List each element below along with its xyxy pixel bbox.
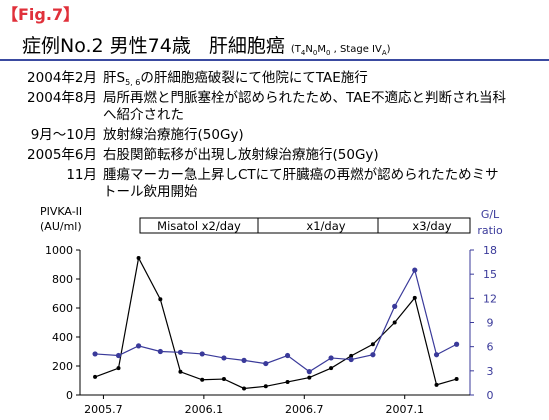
annotation: Misatol x2/day [157, 219, 241, 233]
data-point [392, 320, 397, 325]
y2-axis-label: ratio [477, 224, 503, 237]
data-point [158, 297, 163, 302]
data-point [328, 355, 334, 361]
data-point [157, 348, 163, 355]
data-point [241, 357, 247, 363]
title-part: , Stage IV [330, 44, 382, 55]
annotation: x1/day [306, 219, 345, 233]
y2-tick-label: 9 [487, 317, 494, 330]
data-point [92, 351, 98, 357]
title-sub: 0 [326, 49, 330, 57]
data-point [392, 303, 398, 309]
data-point [136, 255, 141, 260]
y2-tick-label: 6 [487, 341, 494, 354]
fig-label: 【Fig.7】 [2, 5, 79, 24]
data-point [178, 369, 183, 374]
history-date: 11月 [66, 167, 97, 183]
history: 2004年2月 肝S5, 6の肝細胞癌破裂にて他院にてTAE施行 2004年8月 局所… [27, 70, 506, 200]
series-line [94, 256, 457, 390]
data-point [135, 343, 142, 349]
annotation: x3/day [412, 219, 451, 233]
history-text: 局所再燃と門脈塞栓が認められたため、TAE不適応と判断され当科 [103, 89, 506, 106]
treatment-box [139, 217, 471, 234]
y-tick-label: 400 [52, 331, 73, 344]
y2-tick-label: 18 [483, 244, 497, 257]
history-text: 右股関節転移が出現し放射線治療施行(50Gy) [103, 146, 379, 163]
series-line [95, 268, 457, 373]
x-tick-label: 2006.7 [285, 403, 324, 416]
history-part: 肝S [103, 70, 125, 86]
history-sub: 5, 6 [125, 78, 140, 87]
title-part: 肝細胞癌 [209, 35, 285, 57]
history-date: 2004年2月 [27, 70, 97, 86]
data-point [434, 382, 439, 387]
data-point [306, 369, 312, 375]
chart: PIVKA-II (AU/ml) G/L ratio 0 200 400 600 800 1000… [40, 205, 503, 416]
history-text: へ紹介された [103, 107, 184, 123]
history-part: の肝細胞癌破裂にて他院にてTAE施行 [140, 70, 367, 86]
y-axis-label: PIVKA-II [40, 205, 82, 218]
y-tick-label: 200 [52, 360, 73, 373]
data-point [200, 377, 205, 382]
data-point [177, 349, 184, 355]
y2-tick-label: 3 [487, 365, 494, 378]
data-point [370, 352, 376, 358]
data-point [263, 384, 268, 389]
history-date: 2004年8月 [27, 90, 97, 106]
y-tick-label: 0 [66, 389, 73, 402]
data-point [348, 356, 354, 363]
slide-title: 症例No.2 男性74歳 肝細胞癌 (T4N0M0 , Stage IVA) [22, 35, 391, 57]
title-sub: 4 [301, 49, 306, 57]
title-sub: 0 [313, 49, 317, 57]
history-text: 腫瘍マーカー急上昇しCTにて肝臓癌の再燃が認められたためミサ [103, 166, 499, 183]
data-point [454, 377, 459, 382]
title-part: (T [291, 44, 302, 55]
data-point [412, 267, 418, 273]
data-point [199, 351, 205, 357]
y-tick-label: 800 [52, 273, 73, 286]
data-point [221, 377, 226, 382]
data-point [412, 295, 417, 300]
data-point [454, 341, 460, 347]
y2-axis-label: G/L [481, 208, 500, 221]
data-point [307, 375, 312, 380]
data-point [284, 352, 291, 359]
x-tick-label: 2005.7 [84, 403, 123, 416]
y-tick-label: 1000 [45, 244, 73, 257]
data-point [93, 374, 98, 379]
history-date: 2005年6月 [27, 147, 97, 163]
title-part: N [305, 44, 312, 55]
data-point [349, 353, 354, 358]
history-text: トール飲用開始 [103, 184, 198, 200]
title-sub: A [382, 49, 387, 57]
data-point [433, 352, 440, 358]
y-axis-label: (AU/ml) [40, 220, 82, 233]
x-tick-label: 2007.1 [385, 403, 424, 416]
data-point [285, 379, 290, 384]
y2-tick-label: 12 [483, 292, 497, 305]
y2-tick-label: 0 [487, 389, 494, 402]
title-part: ) [387, 44, 391, 55]
history-date: 9月～10月 [31, 127, 97, 143]
history-text: 肝S5, 6の肝細胞癌破裂にて他院にてTAE施行 [103, 70, 368, 87]
data-point [242, 386, 247, 391]
title-part: M [317, 44, 326, 55]
y2-tick-label: 15 [483, 268, 497, 281]
data-point [116, 366, 121, 371]
data-point [329, 366, 334, 371]
y-tick-label: 600 [52, 302, 73, 315]
data-point [115, 352, 122, 359]
data-point [263, 360, 269, 367]
title-part: 症例No.2 男性74歳 [22, 35, 191, 57]
history-text: 放射線治療施行(50Gy) [103, 126, 244, 143]
x-tick-label: 2006.1 [185, 403, 224, 416]
data-point [221, 355, 227, 361]
data-point [370, 342, 375, 347]
